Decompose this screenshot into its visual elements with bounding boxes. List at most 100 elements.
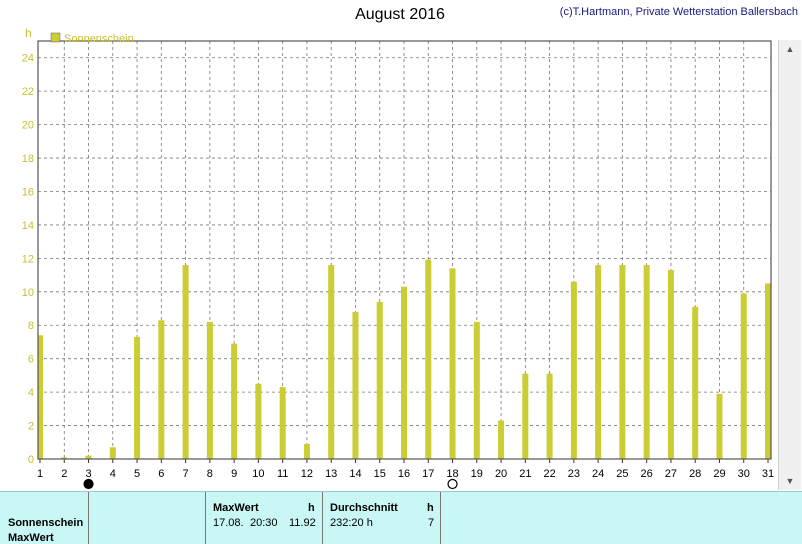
bar-day-31 <box>765 283 771 459</box>
bar-day-5 <box>134 336 141 459</box>
y-tick-label: 2 <box>28 421 34 433</box>
x-tick-label: 21 <box>519 468 531 480</box>
bar-day-14 <box>352 311 359 459</box>
y-tick-label: 16 <box>22 186 34 198</box>
bar-day-10 <box>255 383 262 459</box>
maxwert-unit: h <box>308 502 315 514</box>
x-tick-label: 7 <box>183 468 189 480</box>
y-tick-label: 20 <box>22 120 34 132</box>
average-header: Durchschnitt <box>330 502 398 514</box>
y-tick-label: 14 <box>22 220 34 232</box>
x-tick-label: 17 <box>422 468 434 480</box>
bar-day-19 <box>473 321 480 459</box>
bar-day-24 <box>595 265 602 459</box>
bar-day-3 <box>85 455 92 459</box>
x-tick-label: 11 <box>277 468 288 480</box>
x-tick-label: 30 <box>738 468 750 480</box>
bar-day-20 <box>498 420 505 459</box>
x-tick-label: 15 <box>374 468 386 480</box>
x-tick-label: 31 <box>762 468 774 480</box>
bar-day-25 <box>619 265 626 459</box>
average-count: 7 <box>428 517 435 529</box>
bar-day-4 <box>109 447 116 459</box>
legend-label: Sonnenschein <box>64 33 134 45</box>
bar-day-27 <box>667 270 674 459</box>
bar-day-11 <box>279 387 286 459</box>
vertical-scrollbar[interactable]: ▲ ▼ <box>778 40 801 490</box>
y-tick-label: 8 <box>28 320 34 332</box>
bar-day-17 <box>425 259 432 459</box>
x-tick-label: 9 <box>231 468 237 480</box>
credit-text: (c)T.Hartmann, Private Wetterstation Bal… <box>559 6 798 18</box>
bar-day-21 <box>522 373 529 459</box>
plot-frame <box>37 40 772 460</box>
bar-day-2 <box>61 457 68 459</box>
x-tick-label: 28 <box>689 468 701 480</box>
x-tick-label: 23 <box>568 468 580 480</box>
chart-title: August 2016 <box>355 6 445 23</box>
average-unit: h <box>427 502 434 514</box>
summary-cell-average <box>323 492 441 544</box>
scroll-down-icon[interactable]: ▼ <box>785 476 795 486</box>
maxwert-header: MaxWert <box>213 502 259 514</box>
x-tick-label: 12 <box>301 468 313 480</box>
y-tick-label: 22 <box>22 86 34 98</box>
x-tick-label: 24 <box>592 468 604 480</box>
bar-day-28 <box>692 306 699 459</box>
x-tick-label: 5 <box>134 468 140 480</box>
x-tick-label: 20 <box>495 468 507 480</box>
x-tick-label: 26 <box>641 468 653 480</box>
bar-day-22 <box>546 373 553 459</box>
x-tick-label: 3 <box>85 468 91 480</box>
average-value: 232:20 h <box>330 517 373 529</box>
maxwert-date: 17.08. <box>213 517 244 529</box>
summary-cell-maxwert <box>206 492 323 544</box>
x-tick-label: 16 <box>398 468 410 480</box>
bar-day-15 <box>376 301 383 459</box>
new-moon-icon <box>83 478 94 490</box>
bar-day-13 <box>328 265 335 459</box>
full-moon-icon <box>447 478 458 490</box>
x-tick-label: 22 <box>543 468 555 480</box>
x-tick-label: 14 <box>349 468 361 480</box>
summary-panel: Sonnenschein MaxWert MaxWert h 17.08. 20… <box>0 491 802 544</box>
x-tick-label: 1 <box>37 468 43 480</box>
y-unit-label: h <box>25 26 32 40</box>
bars <box>38 259 771 459</box>
bar-day-8 <box>206 321 213 459</box>
x-tick-label: 29 <box>713 468 725 480</box>
bar-day-29 <box>716 393 723 459</box>
x-tick-label: 13 <box>325 468 337 480</box>
bar-day-6 <box>158 320 165 459</box>
x-tick-label: 4 <box>110 468 116 480</box>
bar-day-30 <box>740 293 747 459</box>
y-tick-label: 6 <box>28 354 34 366</box>
summary-cell-labels <box>0 492 89 544</box>
bar-day-16 <box>401 286 407 459</box>
bar-day-7 <box>182 265 189 459</box>
x-tick-label: 8 <box>207 468 213 480</box>
x-tick-label: 6 <box>158 468 164 480</box>
y-tick-label: 0 <box>28 454 34 466</box>
x-tick-label: 18 <box>446 468 458 480</box>
bar-day-1 <box>38 335 43 459</box>
bar-day-12 <box>303 443 310 459</box>
maxwert-value: 11.92 <box>289 517 316 529</box>
x-tick-label: 25 <box>616 468 628 480</box>
y-tick-label: 4 <box>28 387 34 399</box>
maxwert-time: 20:30 <box>250 517 278 529</box>
bar-day-26 <box>643 265 650 459</box>
moon-phase-markers <box>83 478 458 490</box>
x-tick-label: 2 <box>61 468 67 480</box>
row-label-maxwert: MaxWert <box>8 532 54 544</box>
y-tick-label: 18 <box>22 153 34 165</box>
y-tick-label: 12 <box>22 253 34 265</box>
bar-day-23 <box>570 281 577 459</box>
y-tick-label: 24 <box>22 53 34 65</box>
bar-day-9 <box>231 343 238 459</box>
summary-cell-empty <box>89 492 206 544</box>
scroll-up-icon[interactable]: ▲ <box>785 44 795 54</box>
row-label-sonnenschein: Sonnenschein <box>8 517 84 529</box>
